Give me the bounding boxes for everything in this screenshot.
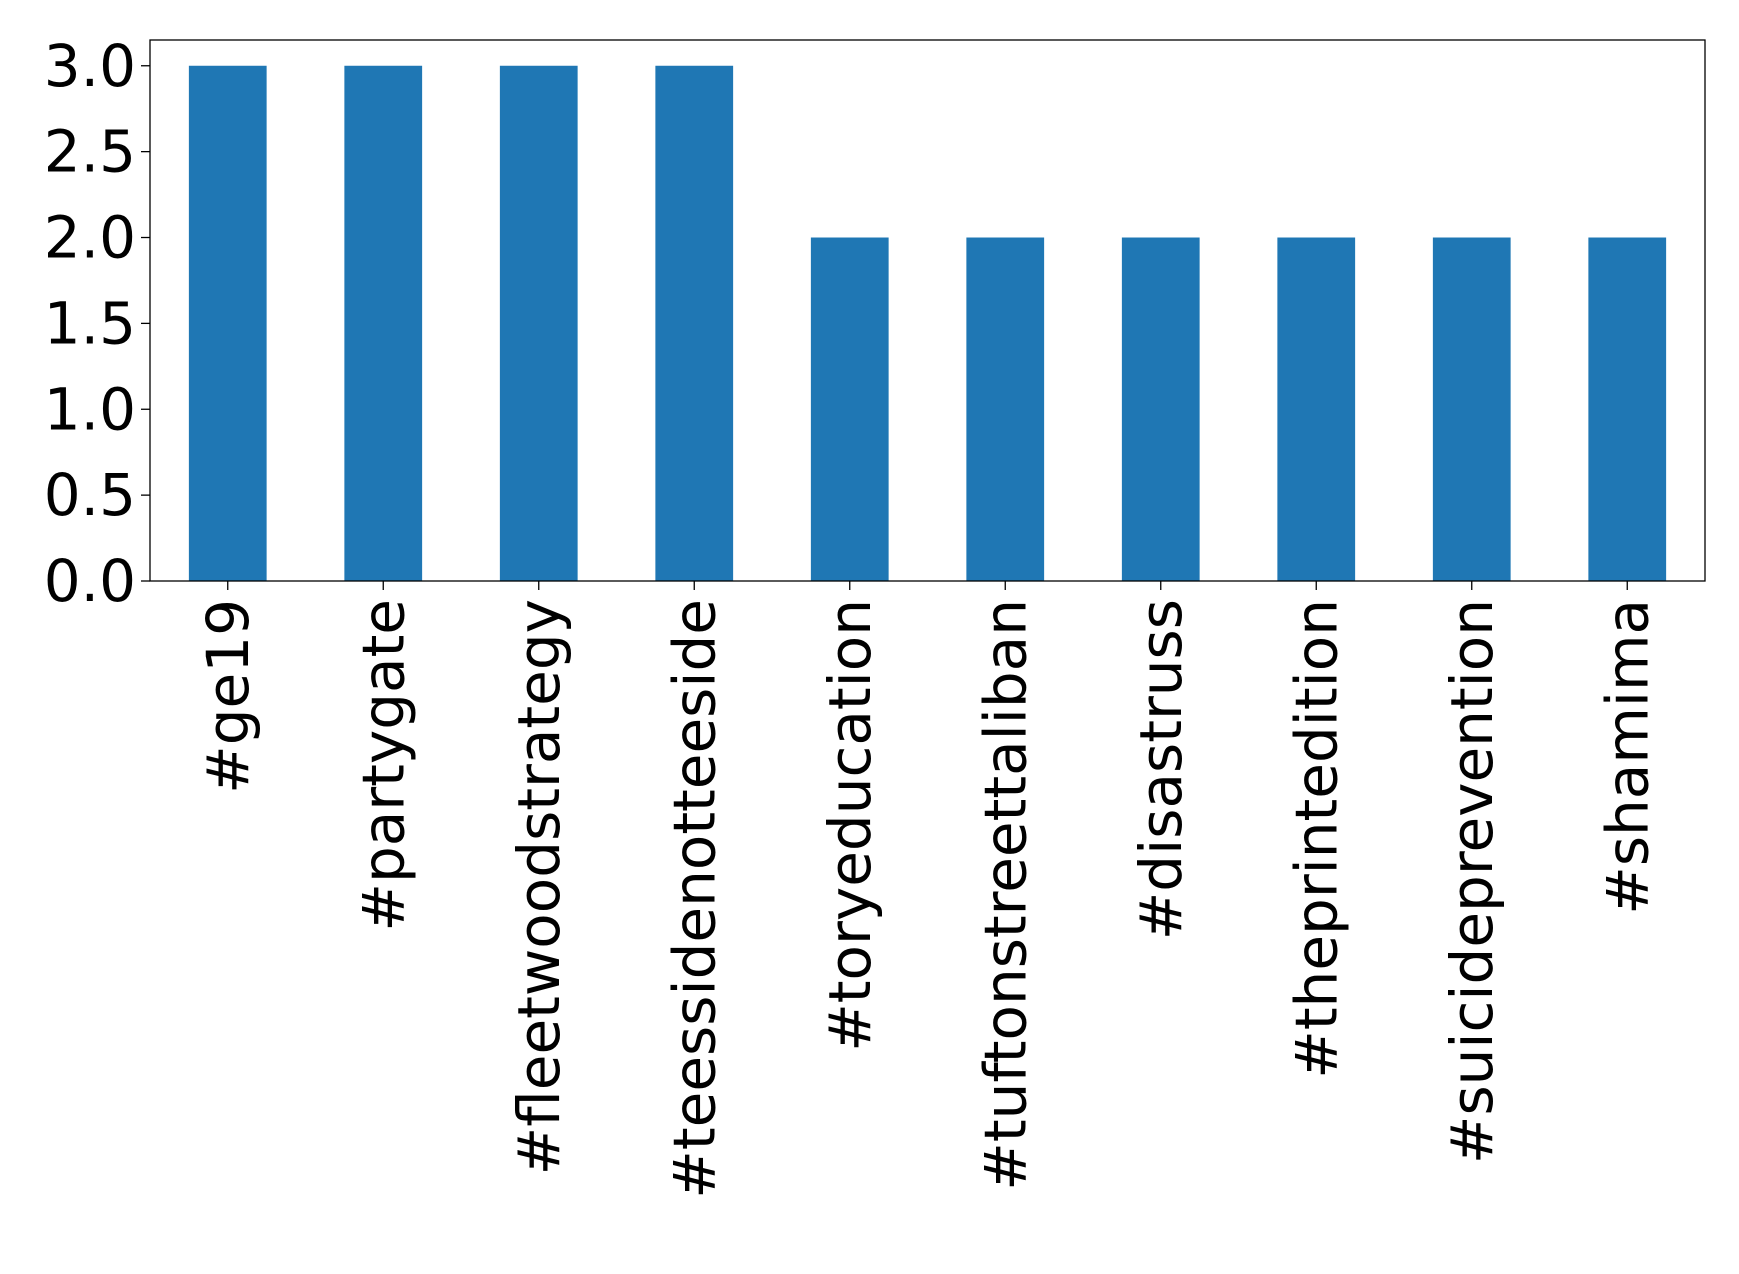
- x-tick-label: #partygate: [349, 599, 417, 932]
- bar: [188, 65, 267, 581]
- bar: [1588, 237, 1667, 581]
- y-tick-label: 2.0: [44, 204, 136, 272]
- x-tick-label: #suicideprevention: [1438, 599, 1506, 1164]
- bar: [1277, 237, 1356, 581]
- x-tick-label: #shamima: [1593, 599, 1661, 915]
- bar: [344, 65, 423, 581]
- bar: [1432, 237, 1511, 581]
- x-tick-label: #toryeducation: [816, 599, 884, 1052]
- x-tick-label: #teessidenotteeside: [660, 599, 728, 1199]
- bars: [188, 65, 1667, 581]
- bar: [966, 237, 1045, 581]
- x-tick-label: #fleetwoodstrategy: [505, 599, 573, 1175]
- bar: [499, 65, 578, 581]
- x-tick-label: #theprintedition: [1282, 599, 1350, 1079]
- y-tick-label: 3.0: [44, 32, 136, 100]
- bar: [1121, 237, 1200, 581]
- y-axis: 0.0 0.5 1.0 1.5 2.0 2.5 3.0: [44, 32, 150, 615]
- x-tick-label: #disastruss: [1127, 599, 1195, 940]
- y-tick-label: 1.5: [44, 289, 136, 357]
- plot-frame: [149, 39, 1706, 582]
- x-tick-label: #ge19: [194, 599, 262, 794]
- bar: [810, 237, 889, 581]
- x-tick-label: #tuftonstreettaliban: [971, 599, 1039, 1191]
- y-tick-label: 2.5: [44, 118, 136, 186]
- bar: [655, 65, 734, 581]
- y-tick-label: 1.0: [44, 375, 136, 443]
- y-tick-label: 0.0: [44, 547, 136, 615]
- y-tick-label: 0.5: [44, 461, 136, 529]
- x-axis: #ge19 #partygate #fleetwoodstrategy #teessi…: [194, 581, 1661, 1199]
